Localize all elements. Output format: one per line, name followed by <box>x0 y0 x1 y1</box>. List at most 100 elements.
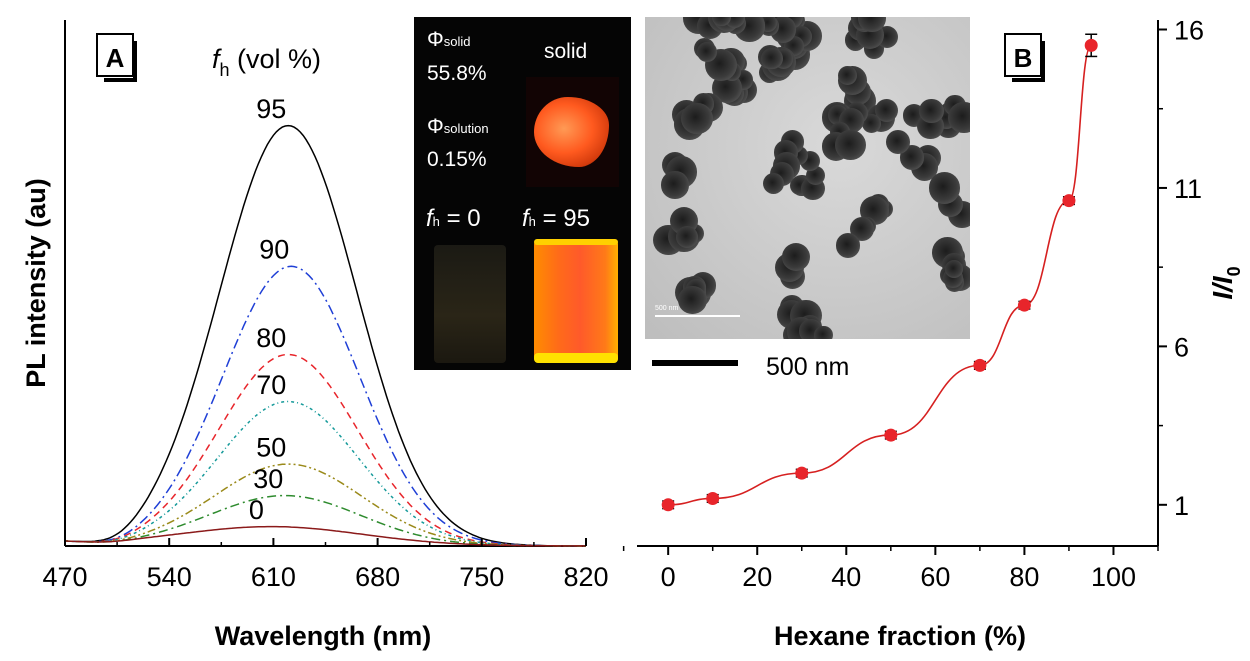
legend-title-sub: h <box>220 60 230 80</box>
particle <box>928 172 961 204</box>
curve-label-30: 30 <box>253 464 283 494</box>
data-point <box>1017 298 1031 312</box>
phi-solution-value: 0.15% <box>427 148 487 171</box>
panel-a-legend-title: fh (vol %) <box>212 44 321 80</box>
data-point <box>1062 194 1076 208</box>
b-y-tick-label: 11 <box>1174 174 1202 204</box>
solid-sample <box>526 77 619 187</box>
particle <box>676 225 699 248</box>
curve-fh-95 <box>64 124 587 547</box>
phi-solid-sub: solid <box>443 34 471 49</box>
panel-b-y-label: I/I0 <box>1207 266 1244 299</box>
vial-left-label: fh = 0 <box>426 207 481 231</box>
phi-solid-label: Φsolid <box>427 29 471 50</box>
data-point <box>706 491 720 505</box>
panel-b-label-shadow <box>1012 41 1045 82</box>
solid-label: solid <box>544 40 588 63</box>
data-point <box>1084 38 1098 52</box>
data-point <box>884 428 898 442</box>
particle <box>886 130 911 155</box>
phi-symbol: Φ <box>427 28 444 51</box>
b-y-tick-label: 6 <box>1174 332 1189 362</box>
b-y-tick-label: 16 <box>1174 16 1204 46</box>
vial-fh-0 <box>434 245 506 363</box>
y-label-sub: 0 <box>1224 266 1244 276</box>
a-x-tick-label: 540 <box>147 562 192 592</box>
particle <box>761 47 783 70</box>
tem-micrograph: 500 nm <box>645 17 970 339</box>
panel-b-label-box <box>1004 33 1042 77</box>
a-x-tick-label: 470 <box>42 562 87 592</box>
phi-symbol-2: Φ <box>427 115 444 138</box>
particle <box>711 17 731 27</box>
panel-a-x-ticks: 470 540 610 680 750 820 <box>42 538 609 592</box>
particle <box>948 101 970 134</box>
vial-right-f: f <box>522 205 529 232</box>
tem-inner-scale-bar <box>655 315 740 317</box>
curve-label-95: 95 <box>256 94 286 124</box>
y-label-mid: / <box>1207 281 1238 294</box>
particle <box>678 286 707 315</box>
vial-left-f: f <box>426 205 433 232</box>
vial-right-label: fh = 95 <box>522 207 590 231</box>
vial-right-rest: = 95 <box>535 205 590 232</box>
particle <box>919 98 944 124</box>
b-x-tick-label: 100 <box>1091 562 1136 592</box>
tem-scale-label: 500 nm <box>766 353 849 381</box>
a-x-tick-label: 610 <box>251 562 296 592</box>
b-x-tick-label: 20 <box>742 562 772 592</box>
b-x-tick-label: 80 <box>1009 562 1039 592</box>
phi-solution-sub: solution <box>443 121 489 136</box>
curve-label-70: 70 <box>256 370 286 400</box>
curve-fh-90 <box>64 265 586 547</box>
panel-a-label-shadow <box>104 41 137 82</box>
particle <box>835 233 861 258</box>
particle <box>862 113 882 133</box>
curve-label-0: 0 <box>249 495 264 525</box>
panel-b-points <box>661 33 1098 512</box>
curve-fh-70 <box>64 400 586 547</box>
y-label-main: I <box>1207 291 1238 300</box>
legend-title-f: f <box>212 44 222 74</box>
particle <box>814 325 834 339</box>
particle <box>782 243 811 272</box>
inset-photo: Φsolid 55.8% Φsolution 0.15% solid fh = … <box>414 17 631 370</box>
y-label-sub-letter: I <box>1207 275 1238 284</box>
curve-label-80: 80 <box>256 323 286 353</box>
b-x-tick-label: 40 <box>831 562 861 592</box>
curve-fh-30 <box>64 494 586 547</box>
panel-a-x-label: Wavelength (nm) <box>215 621 432 651</box>
particle <box>762 172 785 195</box>
legend-title-rest: (vol %) <box>230 44 322 74</box>
particle <box>874 98 898 122</box>
data-point <box>973 358 987 372</box>
panel-a-label: A <box>106 43 125 73</box>
vial-left-rest: = 0 <box>439 205 481 232</box>
panel-a-curves <box>64 124 587 547</box>
particle <box>858 17 886 33</box>
curve-fh-50 <box>64 463 586 547</box>
panel-a-y-label: PL intensity (au) <box>21 178 51 388</box>
panel-b-label: B <box>1014 43 1033 73</box>
particle <box>681 102 713 134</box>
data-point <box>795 466 809 480</box>
particle <box>723 17 745 28</box>
vial-left-sub: h <box>432 214 440 229</box>
curve-label-50: 50 <box>256 433 286 463</box>
b-x-tick-label: 60 <box>920 562 950 592</box>
data-point <box>661 498 675 512</box>
curve-fh-0 <box>64 525 586 547</box>
curve-fh-80 <box>64 353 586 547</box>
a-x-tick-label: 680 <box>355 562 400 592</box>
vial-meniscus <box>534 239 618 245</box>
b-y-tick-label: 1 <box>1174 491 1189 521</box>
particle <box>661 171 689 199</box>
b-x-tick-label: 0 <box>661 562 676 592</box>
vial-base-glow <box>534 353 618 363</box>
vial-fh-95 <box>534 239 618 363</box>
